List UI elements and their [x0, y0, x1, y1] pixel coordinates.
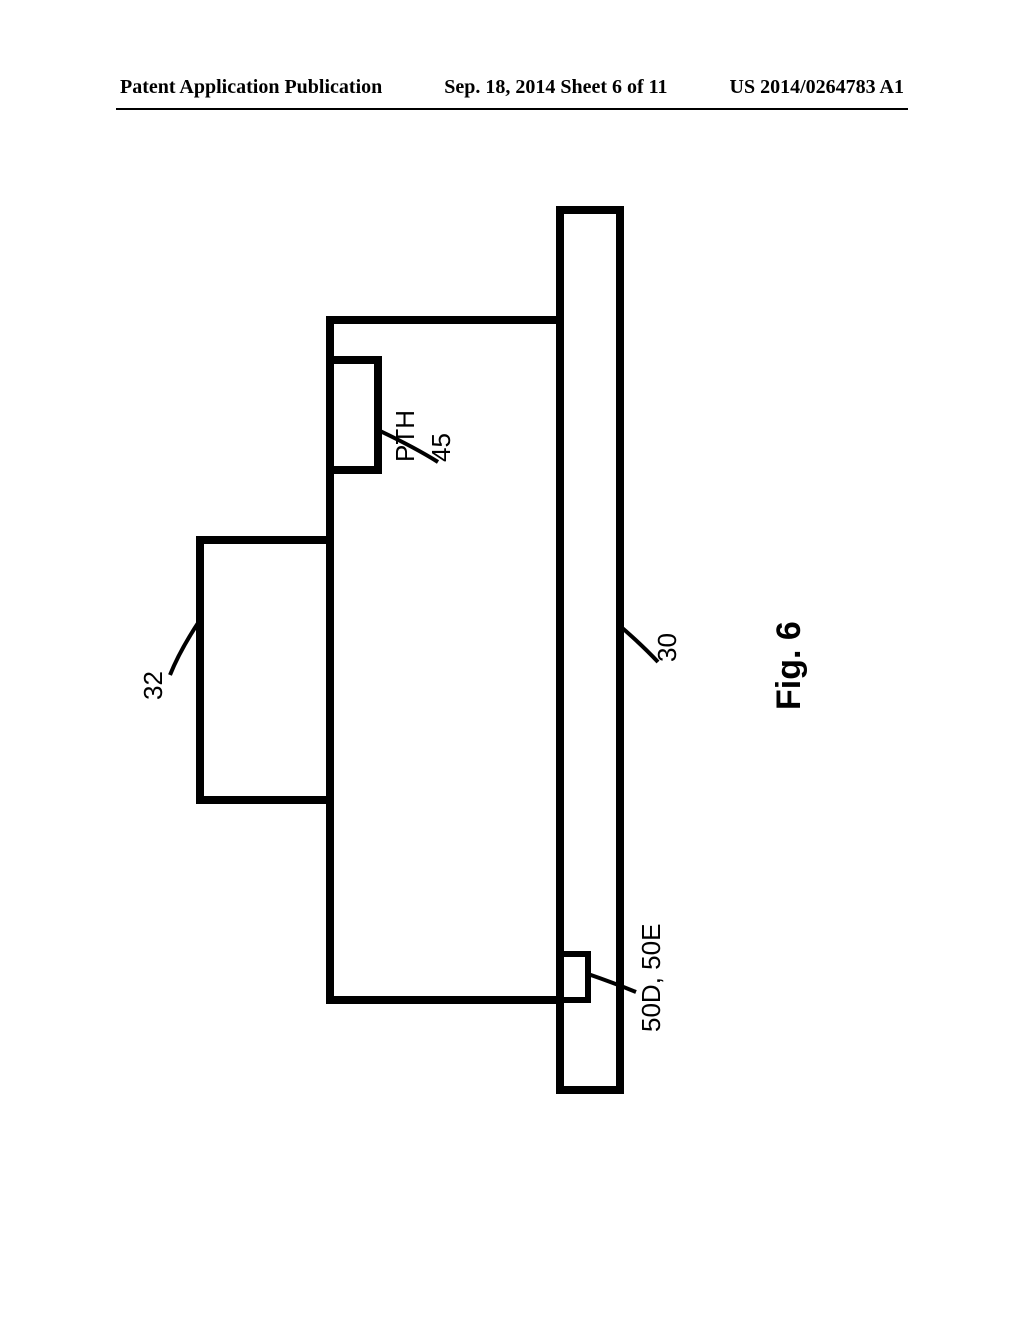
- figure-caption: Fig. 6: [770, 621, 809, 710]
- figure-area: 32 30 PTH 45 50D, 50E Fig. 6: [80, 150, 880, 1150]
- header-rule: [116, 108, 908, 110]
- ref-label-pth: PTH: [390, 410, 421, 462]
- header-center: Sep. 18, 2014 Sheet 6 of 11: [444, 76, 667, 99]
- ref-label-30: 30: [652, 633, 683, 662]
- figure-rotated-canvas: 32 30 PTH 45 50D, 50E Fig. 6: [80, 150, 880, 1150]
- ref-label-45: 45: [426, 433, 457, 462]
- ref-label-32: 32: [138, 671, 169, 700]
- header-right: US 2014/0264783 A1: [730, 76, 904, 99]
- figure-svg: [80, 150, 880, 1150]
- header-left: Patent Application Publication: [120, 76, 382, 99]
- page-header: Patent Application Publication Sep. 18, …: [0, 76, 1024, 99]
- ref-label-50: 50D, 50E: [636, 924, 667, 1032]
